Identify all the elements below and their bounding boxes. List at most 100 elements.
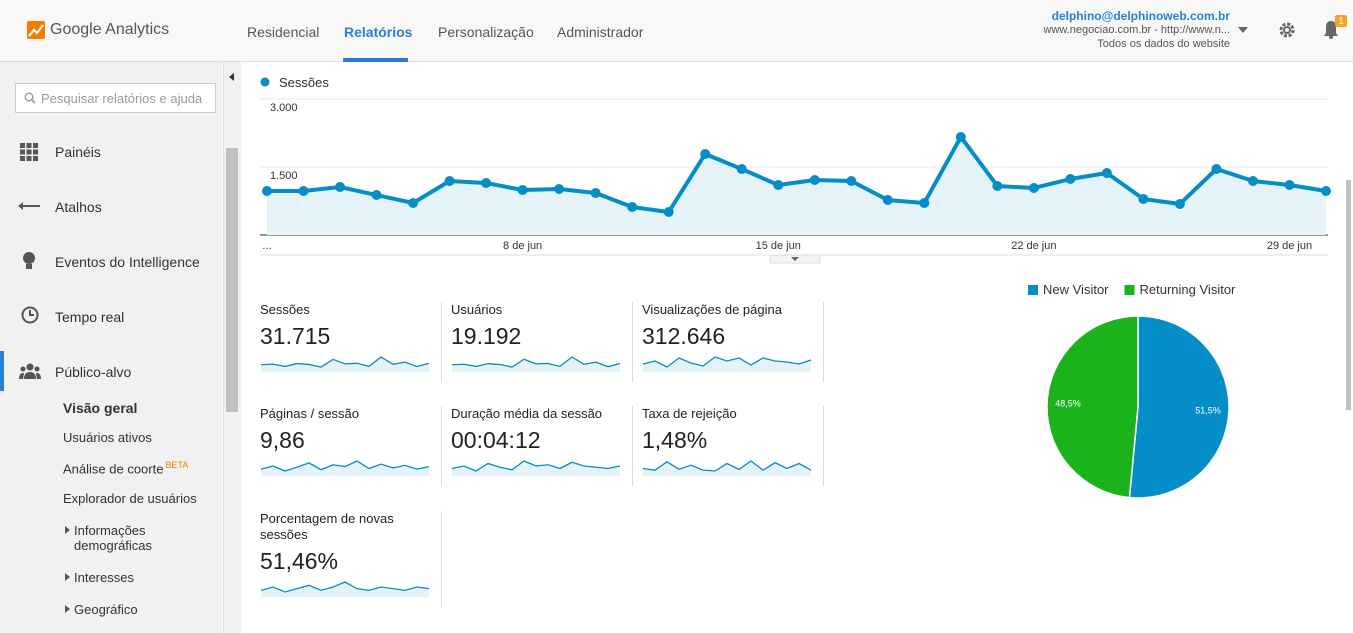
- nav-tab[interactable]: Personalização: [438, 24, 534, 40]
- submenu-item[interactable]: Análise de coorte BETA: [63, 460, 188, 476]
- metric-label: Sessões: [260, 302, 310, 317]
- point: [955, 131, 966, 142]
- metric-card: Duração média da sessão 00:04:12: [451, 406, 633, 486]
- search-box[interactable]: Pesquisar relatórios e ajuda: [15, 83, 216, 113]
- icon-shortcuts: [18, 202, 40, 210]
- logo-icon: [27, 21, 45, 39]
- expand-arrow: [65, 605, 70, 613]
- nav-tab[interactable]: Relatórios: [344, 24, 413, 40]
- slice-label: 48,5%: [1055, 399, 1081, 409]
- point: [1284, 179, 1295, 190]
- active-tab-underline: [343, 58, 408, 62]
- metric-label: Usuários: [451, 302, 503, 317]
- page-scrollbar-thumb[interactable]: [1346, 180, 1351, 410]
- point: [809, 175, 820, 186]
- submenu-item[interactable]: Informações demográficas: [74, 523, 153, 553]
- account-property: www.negociao.com.br - http://www.n...: [1043, 24, 1230, 36]
- submenu-item[interactable]: Visão geral: [63, 400, 138, 416]
- metric-value: 1,48%: [642, 427, 708, 453]
- sparkline-line: [260, 581, 430, 593]
- point: [992, 180, 1003, 191]
- sparkline-area: [643, 461, 811, 476]
- settings-icon[interactable]: [1278, 21, 1296, 39]
- legend-marker: [260, 77, 270, 87]
- point: [1028, 182, 1039, 193]
- menu-item[interactable]: Atalhos: [55, 199, 102, 215]
- account-view: Todos os dados do website: [1097, 38, 1230, 50]
- point: [590, 188, 601, 199]
- metric-label: Páginas / sessão: [260, 406, 360, 421]
- point: [408, 197, 419, 208]
- beta-badge: BETA: [165, 460, 189, 470]
- metric-label: Taxa de rejeição: [642, 406, 737, 421]
- x-tick-label: ...: [262, 240, 271, 252]
- sparkline: [451, 356, 621, 372]
- point: [1065, 174, 1076, 185]
- metric-label: Visualizações de página: [642, 302, 782, 317]
- metric-value: 00:04:12: [451, 427, 541, 453]
- x-tick-label: 8 de jun: [503, 240, 542, 252]
- nav-tab[interactable]: Administrador: [557, 24, 644, 40]
- point: [627, 201, 638, 212]
- point: [1138, 194, 1149, 205]
- point: [298, 186, 309, 197]
- y-tick-label: 3.000: [270, 102, 298, 114]
- metric-value: 9,86: [260, 427, 305, 453]
- nav-tab[interactable]: Residencial: [247, 24, 320, 40]
- metric-value: 51,46%: [260, 548, 339, 574]
- x-tick-label: 29 de jun: [1267, 240, 1312, 252]
- sidebar-scrollbar[interactable]: [223, 62, 241, 633]
- point: [444, 176, 455, 187]
- submenu-item[interactable]: Geográfico: [74, 602, 138, 617]
- submenu-item[interactable]: Explorador de usuários: [63, 491, 197, 506]
- dropdown-caret[interactable]: [1238, 27, 1248, 33]
- point: [1247, 176, 1258, 187]
- sparkline-line: [260, 356, 430, 368]
- point: [1174, 198, 1185, 209]
- search-placeholder: Pesquisar relatórios e ajuda: [41, 91, 203, 106]
- scrollbar-thumb[interactable]: [226, 148, 238, 412]
- sparkline-line: [642, 356, 812, 368]
- icon-intelligence: [23, 252, 35, 269]
- metric-value: 31.715: [260, 323, 331, 349]
- sparkline: [260, 356, 430, 372]
- area: [267, 136, 1326, 235]
- metric-value: 19.192: [451, 323, 522, 349]
- account-email: delphino@delphinoweb.com.br: [1051, 9, 1230, 23]
- sparkline-line: [642, 460, 812, 472]
- metric-card: Porcentagem de novas sessões 51,46%: [260, 511, 442, 607]
- point: [481, 178, 492, 189]
- line: [267, 134, 1327, 215]
- point: [773, 179, 784, 190]
- point: [554, 183, 565, 194]
- point: [262, 186, 272, 197]
- notifications-icon[interactable]: [1321, 14, 1347, 40]
- point: [517, 184, 528, 195]
- collapse-arrow[interactable]: [229, 73, 234, 81]
- submenu-item[interactable]: Interesses: [74, 570, 134, 585]
- x-tick-label: 22 de jun: [1011, 240, 1056, 252]
- point: [335, 181, 346, 192]
- sparkline: [260, 581, 430, 597]
- sidebar: Pesquisar relatórios e ajuda Painéis Ata…: [0, 62, 222, 633]
- point: [663, 207, 674, 218]
- sparkline: [260, 460, 430, 476]
- sparkline-line: [451, 356, 621, 368]
- expand-arrow: [65, 526, 70, 534]
- sparkline: [642, 460, 812, 476]
- menu-item[interactable]: Tempo real: [55, 309, 125, 325]
- menu-item[interactable]: Painéis: [55, 144, 101, 160]
- menu-item[interactable]: Eventos do Intelligence: [55, 254, 200, 270]
- sparkline: [642, 356, 812, 372]
- menu-item[interactable]: Público-alvo: [55, 364, 132, 380]
- metric-card: Taxa de rejeição 1,48%: [642, 406, 824, 486]
- expand-arrow: [65, 573, 70, 581]
- active-indicator: [0, 351, 4, 391]
- submenu-item[interactable]: Usuários ativos: [63, 430, 152, 445]
- metric-label: Porcentagem de novas sessões: [260, 511, 394, 542]
- metric-value: 312.646: [642, 323, 726, 349]
- y-tick-label: 1.500: [270, 170, 298, 182]
- account-selector[interactable]: delphino@delphinoweb.com.br www.negociao…: [1044, 9, 1230, 51]
- sparkline: [451, 460, 621, 476]
